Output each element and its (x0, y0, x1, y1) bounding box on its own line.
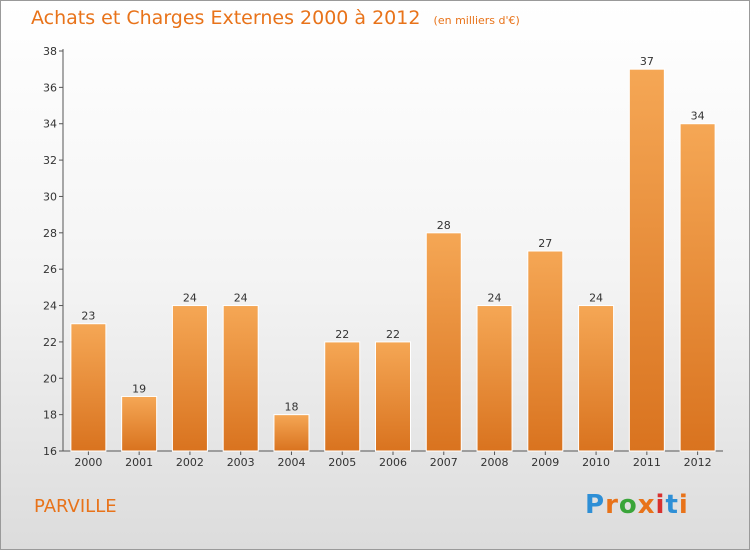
bar (171, 305, 208, 452)
data-label: 28 (437, 219, 451, 232)
x-tick-label: 2009 (531, 456, 559, 469)
bar (679, 123, 716, 452)
logo-letter: i (655, 490, 666, 520)
chart-unit: (en milliers d'€) (433, 14, 520, 27)
bar (324, 341, 361, 452)
x-tick-label: 2012 (684, 456, 712, 469)
y-tick-label: 26 (43, 263, 57, 276)
y-tick-label: 30 (43, 190, 57, 203)
y-tick-label: 20 (43, 372, 57, 385)
x-tick-label: 2006 (379, 456, 407, 469)
bar (527, 250, 564, 452)
x-tick-label: 2010 (582, 456, 610, 469)
y-tick-label: 32 (43, 154, 57, 167)
x-tick-label: 2000 (74, 456, 102, 469)
data-label: 24 (488, 292, 502, 305)
y-tick-label: 38 (43, 45, 57, 58)
logo-letter: x (637, 490, 656, 520)
data-label: 19 (132, 382, 146, 395)
x-tick-label: 2001 (125, 456, 153, 469)
bar (375, 341, 411, 452)
data-label: 18 (284, 401, 298, 414)
x-tick-label: 2003 (227, 456, 255, 469)
y-tick-label: 16 (43, 445, 57, 458)
bar (70, 323, 107, 452)
bar (628, 68, 665, 452)
data-label: 27 (538, 237, 552, 250)
data-label: 24 (234, 292, 248, 305)
logo-letter: r (605, 490, 619, 520)
data-label: 22 (386, 328, 400, 341)
chart-bars: 23 19 24 24 18 22 22 28 24 27 24 37 34 (70, 55, 716, 452)
proxiti-logo: Proxiti (585, 490, 689, 520)
chart-title-main: Achats et Charges Externes 2000 à 2012 (31, 7, 421, 29)
x-tick-label: 2004 (277, 456, 305, 469)
bar (273, 414, 310, 452)
bar (476, 305, 513, 452)
data-label: 37 (640, 55, 654, 68)
y-tick-label: 28 (43, 227, 57, 240)
data-label: 34 (691, 110, 705, 123)
logo-letter: t (665, 490, 679, 520)
x-tick-label: 2002 (176, 456, 204, 469)
y-tick-label: 34 (43, 118, 57, 131)
x-tick-label: 2005 (328, 456, 356, 469)
y-tick-label: 24 (43, 300, 57, 313)
logo-letter: i (678, 490, 689, 520)
data-label: 24 (183, 292, 197, 305)
y-tick-label: 36 (43, 81, 57, 94)
x-tick-label: 2011 (633, 456, 661, 469)
bar (121, 395, 158, 452)
logo-letter: P (585, 490, 606, 520)
y-tick-label: 22 (43, 336, 57, 349)
bar (425, 232, 462, 452)
chart-title: Achats et Charges Externes 2000 à 2012 (… (31, 7, 520, 29)
bar (222, 305, 259, 452)
x-tick-label: 2008 (481, 456, 509, 469)
bar (578, 305, 615, 452)
commune-name: PARVILLE (34, 496, 117, 517)
x-tick-label: 2007 (430, 456, 458, 469)
data-label: 22 (335, 328, 349, 341)
y-tick-label: 18 (43, 409, 57, 422)
data-label: 24 (589, 292, 603, 305)
data-label: 23 (81, 310, 95, 323)
logo-letter: o (618, 490, 638, 520)
